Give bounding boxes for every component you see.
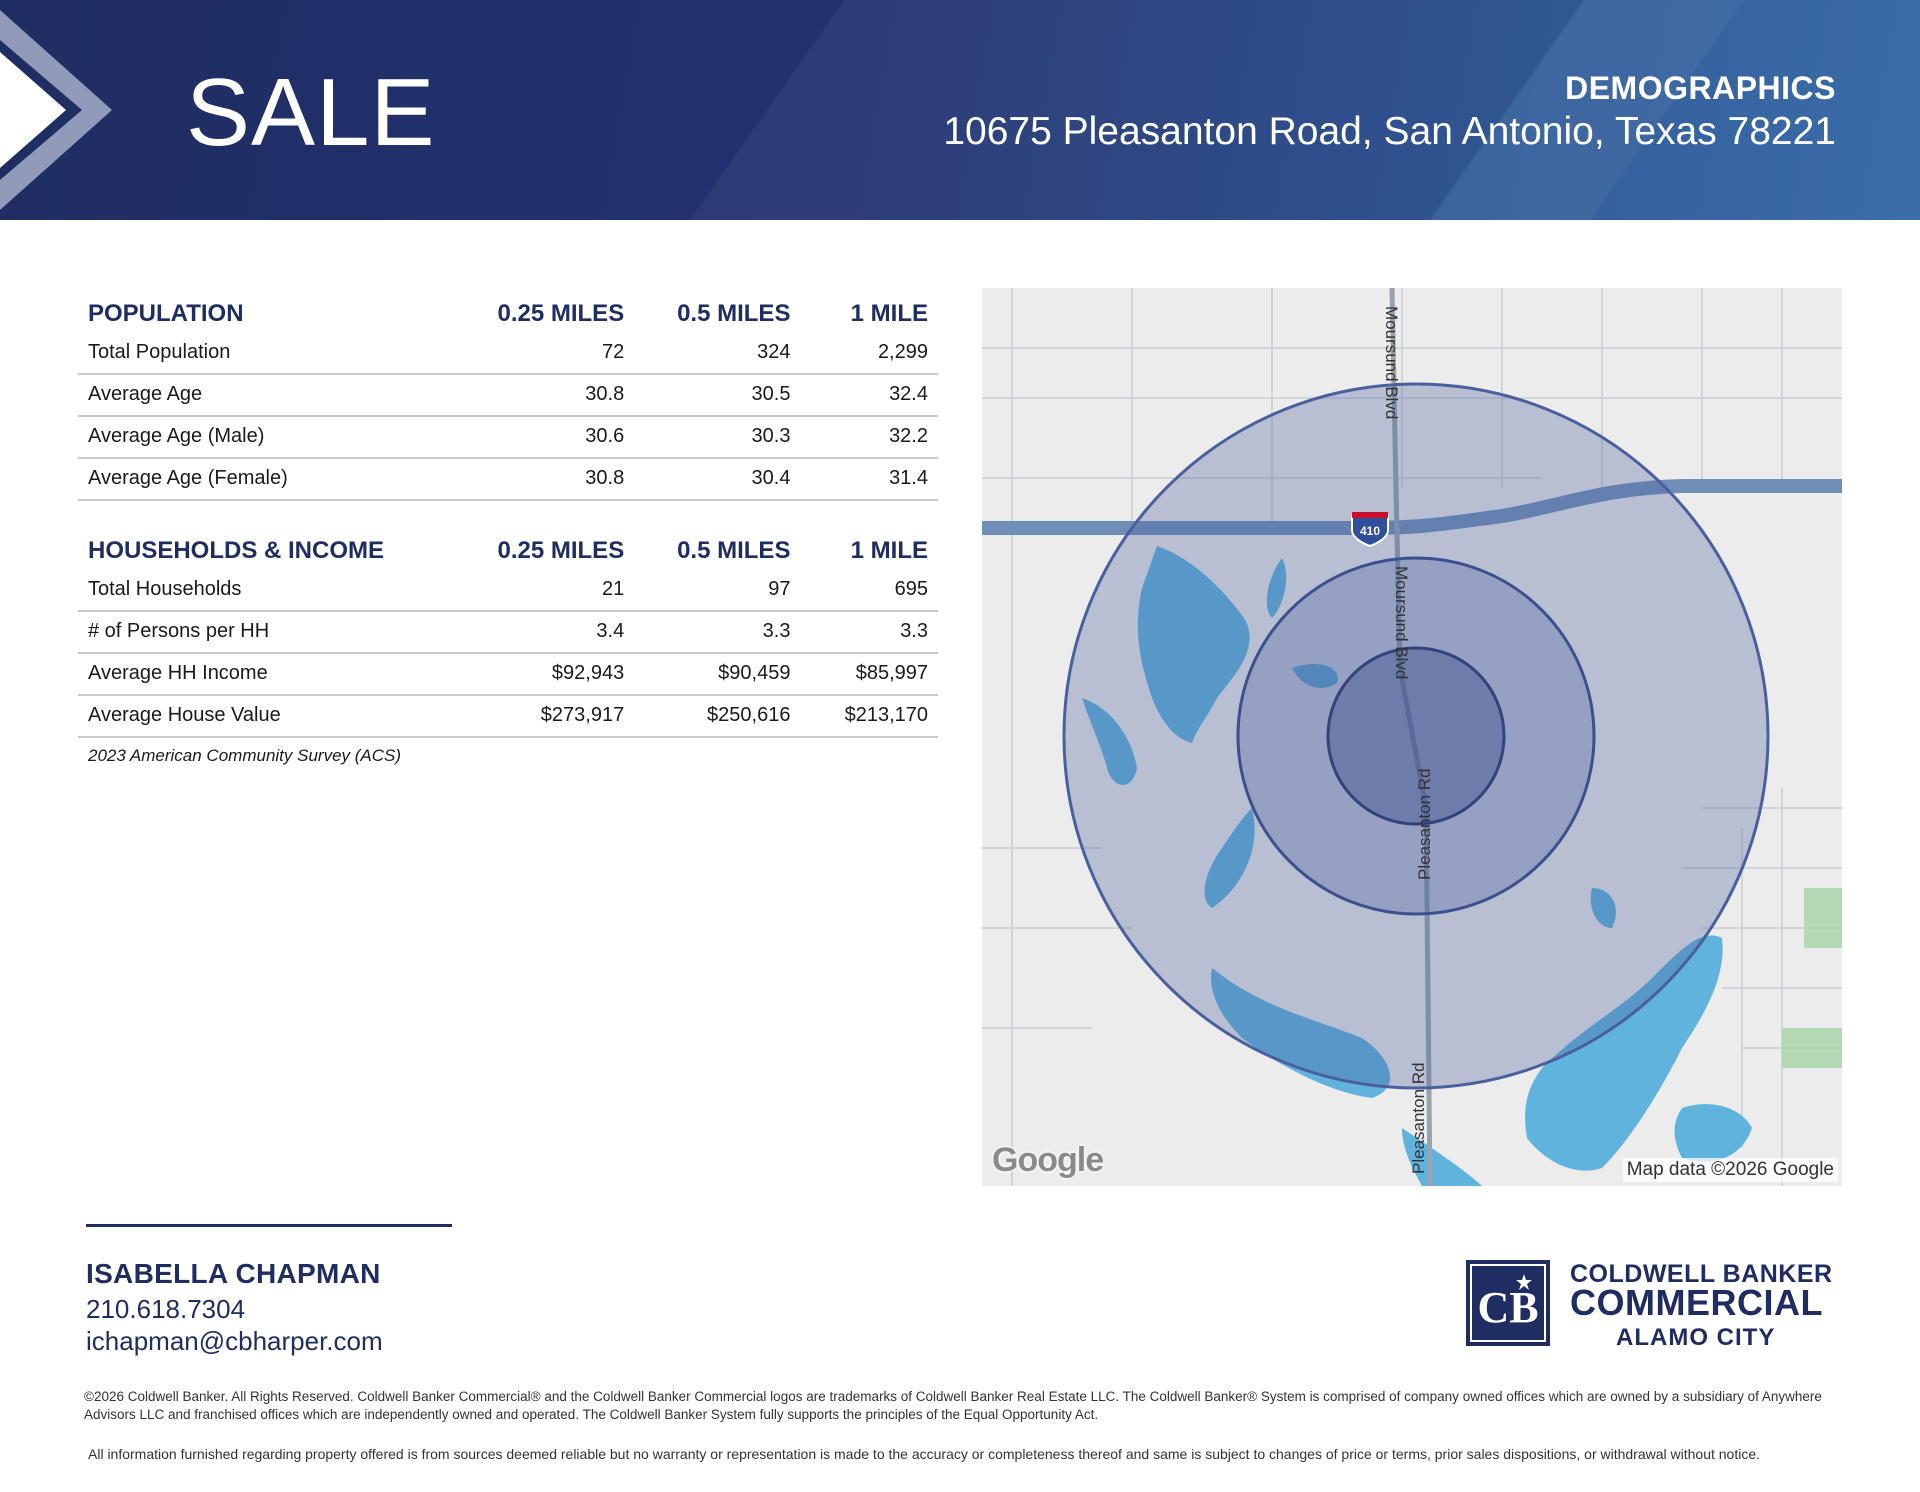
- cb-logo-icon: CB: [1466, 1260, 1550, 1346]
- table-header-row: HOUSEHOLDS & INCOME 0.25 MILES 0.5 MILES…: [78, 529, 938, 569]
- water-bodies: [1082, 546, 1752, 1186]
- cell-value: 21: [457, 569, 635, 612]
- households-table: HOUSEHOLDS & INCOME 0.25 MILES 0.5 MILES…: [78, 529, 938, 738]
- header-banner: SALE DEMOGRAPHICS 10675 Pleasanton Road,…: [0, 0, 1920, 220]
- cell-value: 3.3: [634, 611, 801, 654]
- cell-value: 32.2: [800, 416, 938, 459]
- map-canvas: 410 Moursund Blvd Moursund Blvd Pleasant…: [982, 288, 1842, 1186]
- population-table: POPULATION 0.25 MILES 0.5 MILES 1 MILE T…: [78, 292, 938, 501]
- legal-notice: ©2026 Coldwell Banker. All Rights Reserv…: [84, 1389, 1822, 1422]
- svg-text:CB: CB: [1477, 1283, 1538, 1332]
- cell-value: 30.3: [634, 416, 801, 459]
- spacer: [78, 501, 938, 529]
- table-row: Average HH Income $92,943 $90,459 $85,99…: [78, 653, 938, 696]
- cell-value: 32.4: [800, 374, 938, 417]
- brand-logo: CB COLDWELL BANKER COMMERCIAL ALAMO CITY: [1466, 1260, 1846, 1351]
- brand-line-2: COMMERCIAL: [1570, 1282, 1823, 1323]
- radius-map[interactable]: 410 Moursund Blvd Moursund Blvd Pleasant…: [982, 288, 1842, 1186]
- cell-value: $85,997: [800, 653, 938, 696]
- map-attribution[interactable]: Map data ©2026 Google: [1622, 1158, 1838, 1182]
- column-header: 0.5 MILES: [677, 300, 791, 327]
- cell-value: 72: [457, 332, 635, 375]
- road-label-pleasanton-center: Pleasanton Rd: [1415, 768, 1434, 880]
- property-address: 10675 Pleasanton Road, San Antonio, Texa…: [943, 110, 1836, 153]
- column-header: 0.5 MILES: [677, 537, 791, 564]
- agent-email[interactable]: ichapman@cbharper.com: [86, 1326, 383, 1356]
- road-label-moursund-mid: Moursund Blvd: [1392, 566, 1411, 679]
- table-row: Average Age (Male) 30.6 30.3 32.2: [78, 416, 938, 459]
- cell-value: 2,299: [800, 332, 938, 375]
- cell-value: $92,943: [457, 653, 635, 696]
- ring-0-25-miles: [1326, 646, 1506, 826]
- cell-value: $250,616: [634, 695, 801, 738]
- cell-value: 3.3: [800, 611, 938, 654]
- row-label: # of Persons per HH: [78, 611, 458, 654]
- ring-1-mile: [1062, 382, 1770, 1090]
- cell-value: 31.4: [800, 458, 938, 501]
- table-row: Total Households 21 97 695: [78, 569, 938, 612]
- row-label: Average Age: [78, 374, 458, 417]
- ring-0-5-miles: [1236, 556, 1596, 916]
- cell-value: 695: [800, 569, 938, 612]
- main-road: [1389, 288, 1433, 1186]
- row-label: Average House Value: [78, 695, 458, 738]
- table-header-row: POPULATION 0.25 MILES 0.5 MILES 1 MILE: [78, 292, 938, 332]
- google-logo[interactable]: Google: [992, 1141, 1104, 1179]
- section-kicker: DEMOGRAPHICS: [1565, 70, 1836, 106]
- brand-line-3: ALAMO CITY: [1616, 1324, 1776, 1351]
- cell-value: 30.5: [634, 374, 801, 417]
- cell-value: $90,459: [634, 653, 801, 696]
- demographics-tables: POPULATION 0.25 MILES 0.5 MILES 1 MILE T…: [78, 292, 938, 774]
- road-label-moursund-north: Moursund Blvd: [1382, 306, 1401, 419]
- table-row: # of Persons per HH 3.4 3.3 3.3: [78, 611, 938, 654]
- cell-value: 30.8: [457, 374, 635, 417]
- highway-shield-icon: [1351, 512, 1389, 548]
- column-header: 0.25 MILES: [497, 537, 625, 564]
- table-row: Average House Value $273,917 $250,616 $2…: [78, 695, 938, 738]
- disclaimer: All information furnished regarding prop…: [88, 1446, 1761, 1462]
- agent-phone[interactable]: 210.618.7304: [86, 1294, 246, 1324]
- parks: [1782, 888, 1842, 1068]
- table-row: Average Age (Female) 30.8 30.4 31.4: [78, 458, 938, 501]
- row-label: Average Age (Female): [78, 458, 458, 501]
- agent-name: ISABELLA CHAPMAN: [86, 1258, 381, 1289]
- population-heading: POPULATION: [88, 300, 244, 327]
- households-heading: HOUSEHOLDS & INCOME: [88, 537, 385, 564]
- cell-value: $213,170: [800, 695, 938, 738]
- row-label: Total Population: [78, 332, 458, 375]
- table-row: Total Population 72 324 2,299: [78, 332, 938, 375]
- road-label-pleasanton-south: Pleasanton Rd: [1409, 1062, 1428, 1174]
- row-label: Total Households: [78, 569, 458, 612]
- radius-rings: [1062, 382, 1770, 1090]
- cell-value: 30.4: [634, 458, 801, 501]
- cell-value: 30.6: [457, 416, 635, 459]
- table-row: Average Age 30.8 30.5 32.4: [78, 374, 938, 417]
- column-header: 1 MILE: [850, 537, 928, 564]
- highway-410: [982, 479, 1842, 535]
- agent-divider: [86, 1224, 452, 1227]
- cell-value: 3.4: [457, 611, 635, 654]
- cell-value: 97: [634, 569, 801, 612]
- column-header: 1 MILE: [850, 300, 928, 327]
- cell-value: $273,917: [457, 695, 635, 738]
- highway-shield-label: 410: [1360, 524, 1380, 538]
- row-label: Average Age (Male): [78, 416, 458, 459]
- source-note: 2023 American Community Survey (ACS): [88, 746, 402, 765]
- chevron-icon: [0, 10, 112, 210]
- page-title: SALE: [186, 59, 436, 166]
- cell-value: 324: [634, 332, 801, 375]
- brand-line-1: COLDWELL BANKER: [1570, 1260, 1833, 1288]
- cell-value: 30.8: [457, 458, 635, 501]
- column-header: 0.25 MILES: [497, 300, 625, 327]
- row-label: Average HH Income: [78, 653, 458, 696]
